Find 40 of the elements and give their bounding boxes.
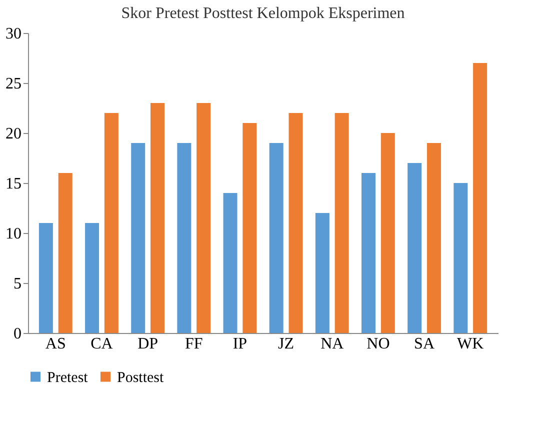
bar — [361, 173, 376, 333]
x-tick-label: WK — [457, 336, 484, 352]
y-tick-label: 5 — [14, 276, 22, 292]
bar — [58, 173, 72, 333]
bar — [150, 103, 165, 333]
x-tick-label: NA — [320, 336, 344, 352]
bar — [177, 143, 192, 333]
legend-label: Pretest — [47, 370, 89, 386]
x-tick-label: IP — [232, 336, 248, 352]
bar — [223, 193, 238, 333]
legend-label: Posttest — [117, 370, 165, 386]
x-tick-label: FF — [184, 336, 203, 352]
y-tick-label: 10 — [6, 226, 22, 242]
bar — [242, 123, 257, 333]
y-tick-label: 20 — [6, 126, 22, 142]
bar — [288, 113, 303, 333]
x-tick-label: NO — [366, 336, 390, 352]
bar — [454, 183, 468, 333]
x-tick-label: DP — [138, 336, 158, 352]
chart-title: Skor Pretest Posttest Kelompok Eksperimen — [121, 5, 405, 22]
bar — [473, 63, 488, 333]
bar — [85, 223, 100, 333]
bar — [131, 143, 146, 333]
y-tick-label: 25 — [6, 76, 22, 92]
bar — [315, 213, 330, 333]
x-tick-label: JZ — [278, 336, 294, 352]
bar — [408, 163, 422, 333]
y-tick-label: 30 — [6, 26, 22, 42]
y-tick-label: 0 — [14, 326, 22, 342]
bar — [196, 103, 211, 333]
bar — [38, 223, 53, 333]
y-tick-label: 15 — [6, 176, 22, 192]
x-tick-label: CA — [90, 336, 114, 352]
bar — [269, 143, 284, 333]
bar — [426, 143, 441, 333]
x-tick-label: SA — [414, 336, 435, 352]
bar — [104, 113, 118, 333]
bar — [380, 133, 395, 333]
bar — [334, 113, 349, 333]
x-tick-label: AS — [45, 336, 66, 352]
